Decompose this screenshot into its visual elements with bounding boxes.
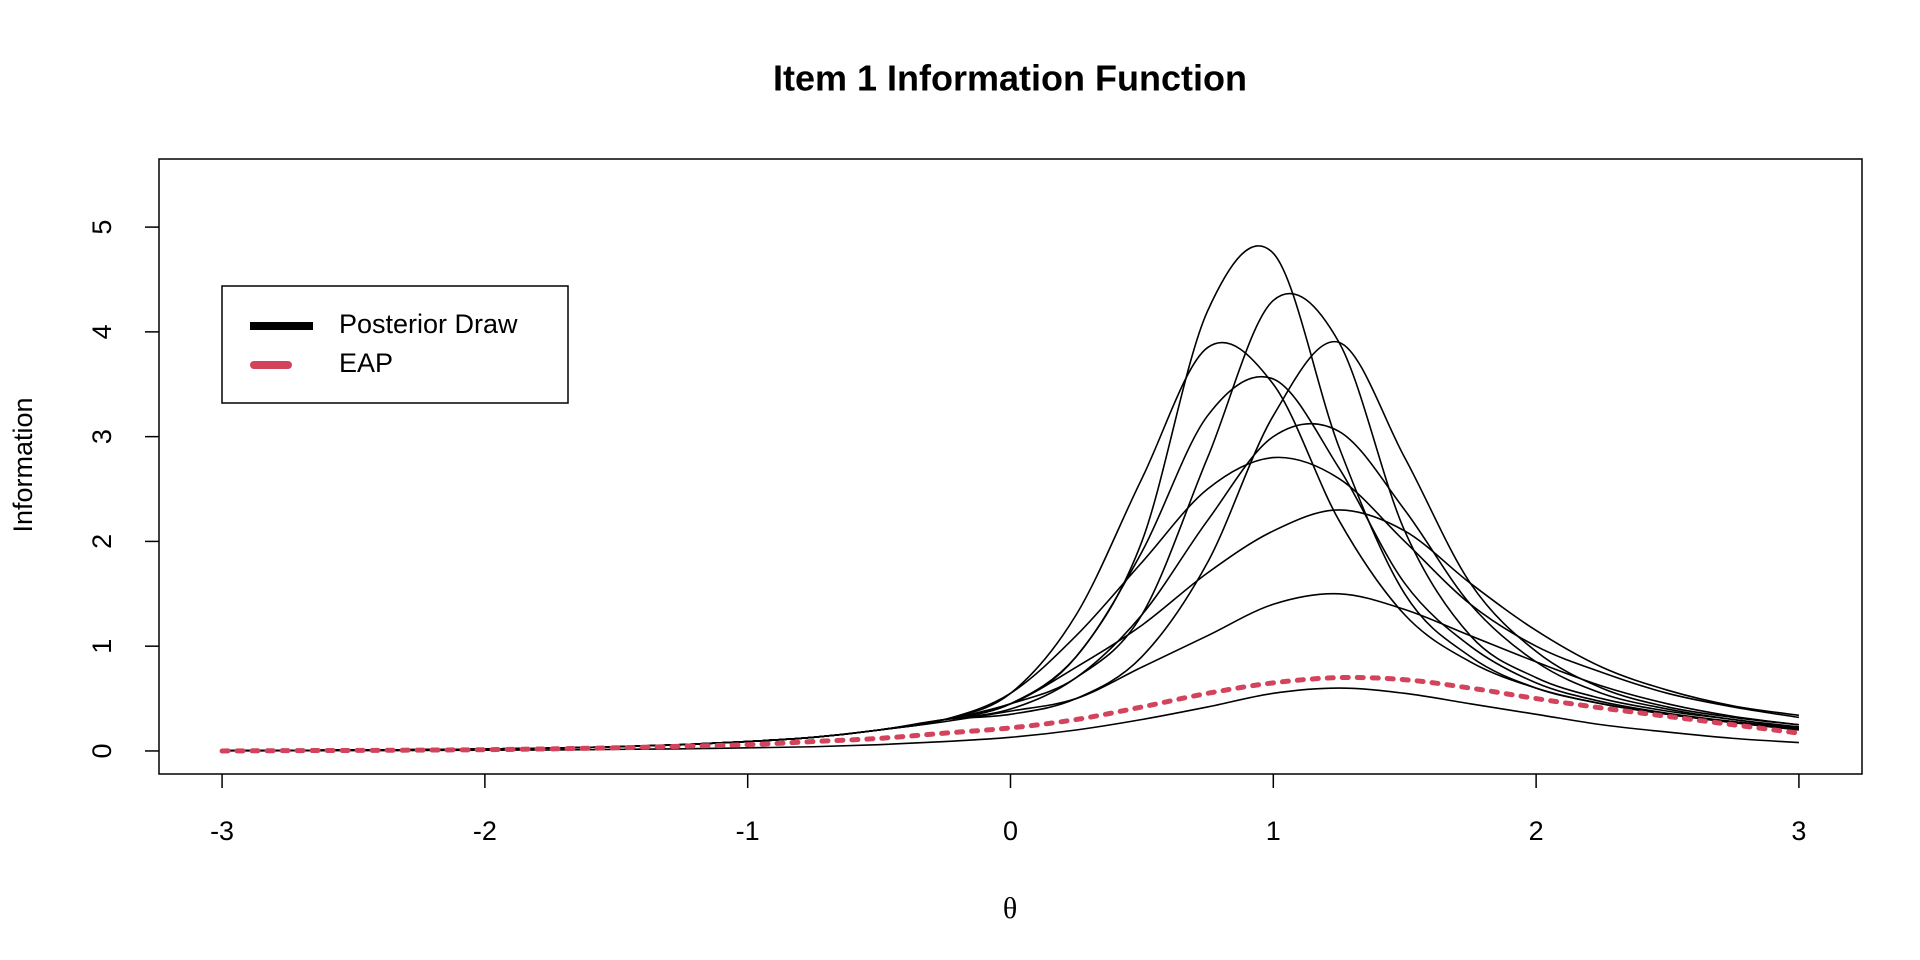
series-line [222,456,1800,752]
y-tick-label: 3 [87,429,117,444]
x-tick-label: -2 [473,816,497,846]
y-tick-label: 5 [87,220,117,235]
plot-frame [158,158,1863,775]
series-line [222,422,1800,752]
y-tick-label: 1 [87,639,117,654]
x-tick-label: -3 [210,816,234,846]
x-tick-label: 3 [1791,816,1806,846]
x-tick-label: -1 [736,816,760,846]
legend-label: EAP [339,348,393,378]
x-tick-label: 2 [1529,816,1544,846]
x-tick-label: 1 [1266,816,1281,846]
x-axis-label: θ [1003,892,1017,925]
series-line [222,592,1800,752]
series-line [222,687,1799,752]
x-tick-label: 0 [1003,816,1018,846]
y-tick-label: 0 [87,743,117,758]
y-tick-label: 2 [87,534,117,549]
y-axis-label: Information [8,397,38,532]
series-line [222,341,1800,752]
legend-label: Posterior Draw [339,309,518,339]
y-tick-label: 4 [87,324,117,339]
legend-box [221,285,569,404]
series-line [219,674,1802,754]
chart-title: Item 1 Information Function [773,58,1247,99]
